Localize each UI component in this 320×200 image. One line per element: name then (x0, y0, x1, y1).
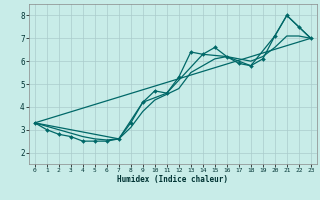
X-axis label: Humidex (Indice chaleur): Humidex (Indice chaleur) (117, 175, 228, 184)
